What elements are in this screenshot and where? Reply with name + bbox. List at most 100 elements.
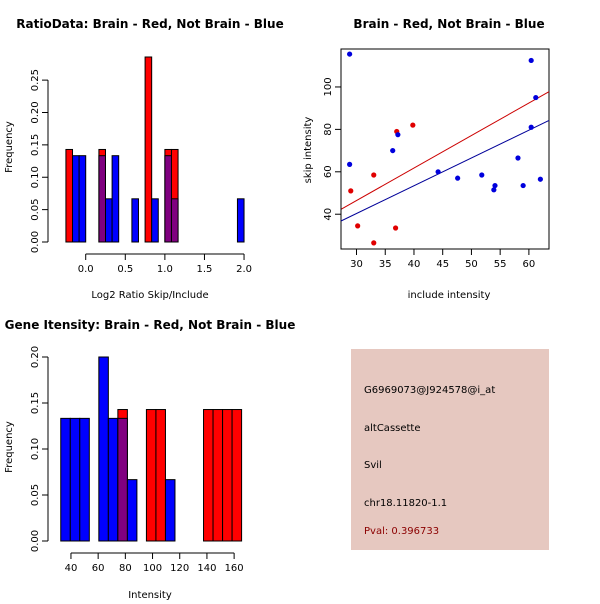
scatter-point-not-brain [528, 124, 534, 130]
ratio-x-tick-label: 0.0 [78, 264, 94, 275]
scatter-point-brain [371, 172, 377, 178]
intensity-bar-brain [203, 409, 214, 542]
scatter-point-not-brain [390, 147, 396, 154]
ratio-bar-overlap [98, 155, 107, 243]
scatter-point-not-brain [435, 169, 441, 175]
ratio-bar-overlap [170, 198, 179, 243]
ratio-bar-not-brain [131, 198, 139, 243]
scatter-point-not-brain [491, 187, 497, 193]
scatter-x-tick-label: 50 [465, 259, 478, 270]
scatter-x-tick-label: 30 [350, 259, 363, 270]
scatter-point-not-brain [537, 176, 543, 182]
scatter-point-brain [371, 240, 377, 246]
scatter-point-brain [348, 188, 354, 194]
scatter-x-tick-label: 45 [436, 259, 449, 270]
probe-id-text: G6969073@J924578@i_at [364, 385, 496, 396]
intensity-histogram: Gene Itensity: Brain - Red, Not Brain - … [4, 318, 296, 601]
intensity-y-tick-label: 0.20 [30, 346, 41, 368]
scatter-point-not-brain [479, 172, 485, 178]
ratio-bar-not-brain [72, 155, 80, 243]
intensity-bar-brain [145, 409, 157, 542]
intensity-x-tick-label: 100 [143, 563, 162, 574]
scatter-point-brain [410, 122, 416, 128]
scatter-fit-line-brain [340, 91, 550, 210]
scatter-ylabel: skip intensity [303, 117, 314, 184]
intensity-x-tick-label: 40 [65, 563, 78, 574]
scatter-fit-line-not-brain [340, 120, 550, 222]
intensity-x-tick-label: 160 [225, 563, 244, 574]
ratio-xlabel: Log2 Ratio Skip/Include [91, 290, 208, 301]
scatter-title: Brain - Red, Not Brain - Blue [353, 17, 544, 31]
scatter-point-not-brain [492, 182, 498, 189]
scatter-x-tick-label: 55 [494, 259, 507, 270]
ratio-y-tick-label: 0.10 [30, 166, 41, 188]
scatter-point-not-brain [520, 182, 526, 189]
scatter-plot-frame [340, 48, 550, 250]
scatter-y-tick-label: 60 [323, 165, 334, 178]
ratio-title: RatioData: Brain - Red, Not Brain - Blue [16, 17, 283, 31]
ratio-ylabel: Frequency [4, 121, 15, 173]
intensity-scatter: Brain - Red, Not Brain - Blue include in… [303, 17, 550, 301]
ratio-y-tick-label: 0.15 [30, 134, 41, 156]
intensity-x-tick-label: 60 [92, 563, 105, 574]
ratio-bar-brain [144, 56, 153, 243]
intensity-y-tick-label: 0.00 [30, 530, 41, 552]
event-type-text: altCassette [364, 423, 421, 434]
intensity-y-tick-label: 0.05 [30, 484, 41, 506]
scatter-x-tick-label: 35 [379, 259, 392, 270]
scatter-point-not-brain [515, 155, 521, 161]
scatter-y-tick-label: 100 [323, 77, 334, 96]
intensity-bar-brain [231, 409, 243, 542]
intensity-bar-not-brain [126, 479, 138, 542]
intensity-bar-not-brain [69, 417, 81, 542]
intensity-y-tick-label: 0.10 [30, 438, 41, 460]
ratio-y-tick-label: 0.20 [30, 101, 41, 123]
probe-info-panel: G6969073@J924578@i_at altCassette Svil c… [351, 349, 549, 550]
intensity-bar-not-brain [79, 417, 90, 542]
scatter-point-brain [392, 225, 399, 231]
scatter-point-not-brain [395, 132, 401, 138]
intensity-x-tick-label: 80 [119, 563, 132, 574]
ratio-y-tick-label: 0.05 [30, 198, 41, 220]
scatter-point-not-brain [528, 57, 534, 64]
ratio-x-tick-label: 1.0 [157, 264, 173, 275]
ratio-bar-not-brain [111, 155, 120, 243]
intensity-x-tick-label: 120 [170, 563, 189, 574]
intensity-ylabel: Frequency [4, 421, 15, 473]
scatter-xlabel: include intensity [408, 290, 491, 301]
scatter-y-tick-label: 40 [323, 208, 334, 221]
ratio-x-tick-label: 1.5 [197, 264, 213, 275]
intensity-bar-not-brain [98, 356, 109, 542]
intensity-bar-not-brain [60, 417, 71, 542]
intensity-bar-brain [155, 409, 166, 542]
intensity-x-tick-label: 140 [197, 563, 216, 574]
scatter-y-tick-label: 80 [323, 123, 334, 136]
ratio-bar-overlap [164, 155, 172, 243]
intensity-xlabel: Intensity [128, 590, 172, 600]
intensity-bar-brain [222, 409, 233, 542]
scatter-x-tick-label: 40 [408, 259, 421, 270]
chromosome-location-text: chr18.11820-1.1 [364, 498, 448, 509]
scatter-point-not-brain [533, 94, 539, 101]
scatter-point-not-brain [347, 51, 353, 57]
gene-symbol-text: Svil [364, 460, 382, 471]
scatter-point-not-brain [347, 161, 353, 167]
ratio-x-tick-label: 0.5 [117, 264, 133, 275]
ratio-y-tick-label: 0.00 [30, 231, 41, 253]
scatter-point-not-brain [455, 175, 461, 181]
ratio-bar-not-brain [105, 198, 113, 243]
intensity-title: Gene Itensity: Brain - Red, Not Brain - … [5, 318, 296, 332]
ratio-bar-not-brain [151, 198, 159, 243]
intensity-bar-brain [212, 409, 224, 542]
ratio-y-tick-label: 0.25 [30, 69, 41, 91]
ratio-histogram: RatioData: Brain - Red, Not Brain - Blue… [4, 17, 284, 301]
intensity-bar-overlap [117, 417, 128, 542]
ratio-bar-brain [65, 148, 74, 243]
ratio-bar-not-brain [236, 198, 245, 243]
pvalue-text: Pval: 0.396733 [364, 526, 440, 537]
scatter-point-brain [355, 223, 361, 229]
ratio-bar-not-brain [78, 155, 87, 243]
intensity-bar-not-brain [164, 479, 176, 542]
